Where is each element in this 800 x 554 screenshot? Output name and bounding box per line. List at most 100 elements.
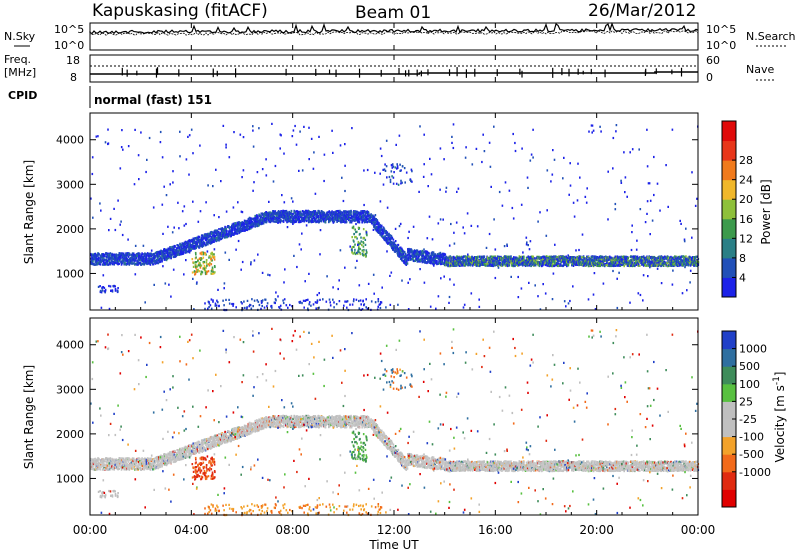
power-echo [530, 255, 533, 258]
noise-left-tick-top: 10^5 [54, 23, 84, 36]
power-echo [287, 218, 290, 221]
power-echo [588, 257, 590, 260]
power-echo [106, 255, 108, 258]
power-echo [289, 213, 292, 216]
power-echo [482, 262, 485, 265]
power-echo [457, 262, 459, 265]
power-echo [338, 216, 341, 219]
power-echo [228, 230, 230, 233]
power-echo [212, 234, 214, 237]
power-echo [90, 262, 93, 265]
power-echo [360, 215, 363, 218]
power-echo [298, 212, 300, 215]
power-echo [333, 217, 335, 220]
power-echo [111, 260, 113, 263]
power-echo [549, 261, 552, 264]
power-echo [150, 254, 153, 258]
power-echo [139, 252, 141, 256]
cpid-label: CPID [8, 89, 37, 102]
power-echo [498, 260, 500, 263]
power-echo [565, 263, 567, 266]
power-echo [430, 254, 433, 258]
power-echo [335, 211, 338, 214]
power-echo [579, 255, 582, 258]
power-echo [451, 261, 454, 264]
power-echo [112, 260, 114, 264]
power-echo [127, 262, 130, 265]
power-echo [290, 211, 292, 214]
power-echo [237, 225, 239, 228]
power-echo [95, 259, 97, 262]
power-echo [528, 264, 531, 267]
power-echo [593, 263, 595, 266]
power-echo [372, 221, 374, 224]
power-echo [430, 256, 433, 259]
power-echo [528, 263, 530, 266]
power-echo [192, 237, 195, 240]
power-echo [165, 254, 167, 257]
power-echo [299, 210, 302, 214]
power-echo [270, 211, 272, 214]
power-echo [529, 257, 532, 260]
power-echo [257, 215, 259, 218]
power-echo [558, 257, 561, 260]
power-echo [163, 257, 165, 260]
power-echo [447, 263, 450, 266]
power-echo [512, 264, 515, 267]
power-echo [271, 214, 274, 218]
power-echo [387, 240, 389, 243]
power-echo [304, 218, 306, 221]
power-echo [364, 220, 367, 223]
power-echo [518, 264, 520, 267]
power-echo [339, 209, 341, 212]
power-echo [338, 211, 340, 214]
power-echo [305, 217, 307, 220]
power-echo [390, 243, 392, 246]
power-echo [191, 245, 193, 248]
power-echo [201, 235, 204, 238]
power-echo [110, 258, 112, 261]
power-echo [125, 259, 127, 262]
power-echo [405, 256, 408, 259]
freq-spikes [121, 67, 683, 78]
power-echo [415, 254, 418, 257]
power-echo [571, 264, 573, 267]
power-echo [261, 222, 264, 225]
power-echo [307, 212, 309, 215]
power-echo [564, 259, 566, 262]
power-echo [574, 256, 577, 259]
power-echo [534, 257, 536, 260]
power-echo [180, 247, 182, 250]
power-echo [348, 218, 351, 221]
power-echo [420, 250, 423, 253]
power-echo [117, 260, 120, 263]
power-echo [506, 264, 509, 268]
power-echo [249, 221, 251, 225]
power-echo [210, 230, 213, 234]
power-echo [95, 263, 98, 266]
power-echo [634, 264, 636, 267]
power-echo [380, 224, 383, 227]
power-echo [265, 217, 267, 220]
power-echo [531, 260, 533, 263]
power-echo [308, 210, 311, 213]
nave-tick-bottom: 0 [706, 71, 713, 84]
power-echo [552, 259, 555, 262]
power-echo [412, 250, 415, 253]
power-echo [476, 256, 478, 259]
date-title: 26/Mar/2012 [588, 1, 696, 21]
power-echo [445, 258, 447, 261]
power-echo [272, 210, 275, 213]
power-echo [245, 222, 248, 225]
power-echo [296, 216, 298, 219]
power-echo [331, 210, 333, 213]
power-echo [190, 247, 192, 250]
power-echo [464, 255, 467, 258]
power-echo [296, 212, 299, 215]
power-echo [238, 231, 241, 234]
power-echo [117, 258, 119, 261]
power-echo [305, 209, 308, 213]
power-echo [524, 259, 527, 262]
power-echo [242, 227, 244, 230]
